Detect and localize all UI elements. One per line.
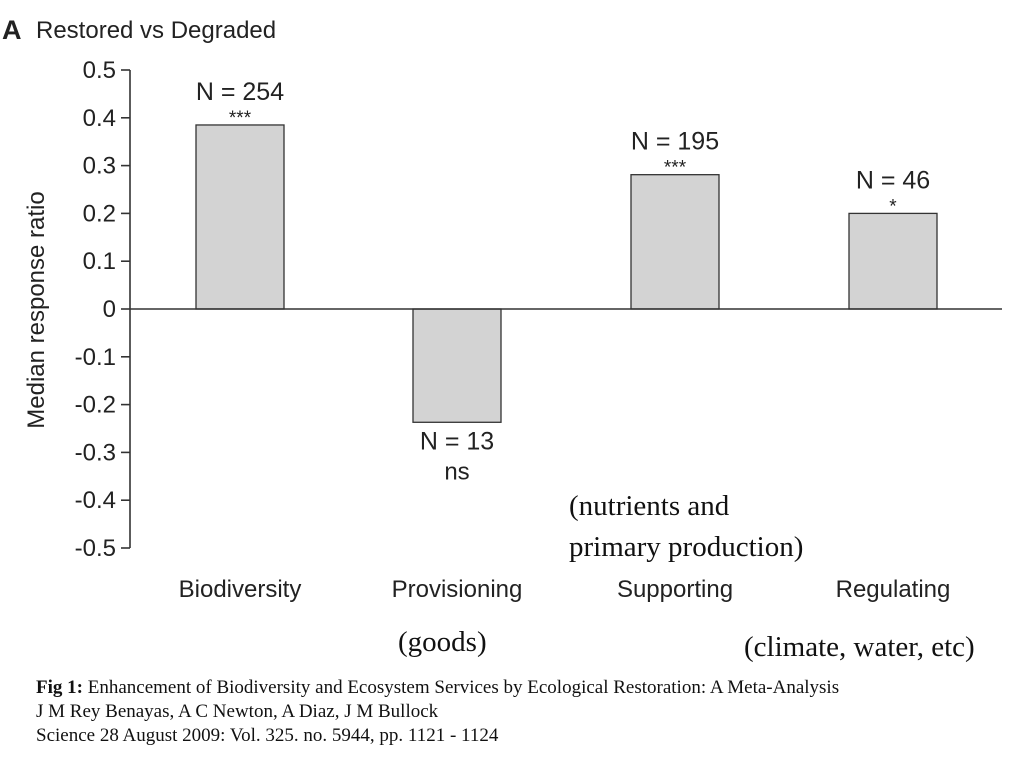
y-tick-label: 0.4 [83,105,116,132]
caption-title: Enhancement of Biodiversity and Ecosyste… [82,677,840,698]
bar-supporting [630,174,720,310]
bar-chart: A Restored vs Degraded Median response r… [2,15,1002,663]
bar-n-label: N = 13 [420,427,494,455]
annotation-regulating: (climate, water, etc) [744,631,975,663]
y-tick-label: 0.1 [83,248,116,275]
bar-n-label: N = 46 [856,166,930,194]
x-category-label: Provisioning [392,576,523,603]
annotation-supporting-line2: primary production) [569,531,803,563]
bar-significance-label: ns [444,458,469,485]
y-tick-label: -0.5 [75,535,116,562]
bar-n-label: N = 254 [196,78,284,106]
caption-fig-label: Fig 1: [36,677,83,698]
bars-group [195,124,938,423]
bar-provisioning [412,308,502,423]
figure-caption: Fig 1: Enhancement of Biodiversity and E… [36,676,1016,748]
bar-significance-label: * [889,196,897,217]
panel-letter: A [2,15,22,45]
caption-authors: J M Rey Benayas, A C Newton, A Diaz, J M… [36,701,439,722]
y-tick-label: -0.1 [75,344,116,371]
x-category-label: Regulating [836,576,951,603]
y-tick-label: 0.3 [83,153,116,180]
x-axis-categories: Biodiversity Provisioning Supporting Regula… [179,576,951,603]
y-tick-label: 0 [103,296,116,323]
x-category-label: Supporting [617,576,733,603]
y-tick-label: -0.4 [75,487,116,514]
annotation-supporting-line1: (nutrients and [569,490,730,522]
y-axis-title: Median response ratio [23,191,50,428]
bar-significance-label: *** [664,158,687,179]
y-axis: 0.5 0.4 0.3 0.2 0.1 0 -0.1 -0.2 -0.3 -0.4 -0.5 [75,57,130,562]
y-tick-label: -0.3 [75,439,116,466]
caption-title-line: Fig 1: Enhancement of Biodiversity and E… [36,676,1016,700]
chart-title: Restored vs Degraded [36,17,276,44]
bar-n-label: N = 195 [631,128,719,156]
bar-regulating [848,212,938,310]
y-tick-label: 0.5 [83,57,116,84]
x-category-label: Biodiversity [179,576,302,603]
caption-citation: Science 28 August 2009: Vol. 325. no. 59… [36,725,499,746]
y-tick-label: -0.2 [75,392,116,419]
annotation-provisioning: (goods) [398,626,487,658]
bar-significance-label: *** [229,108,252,129]
bar-biodiversity [195,124,285,310]
y-tick-label: 0.2 [83,200,116,227]
